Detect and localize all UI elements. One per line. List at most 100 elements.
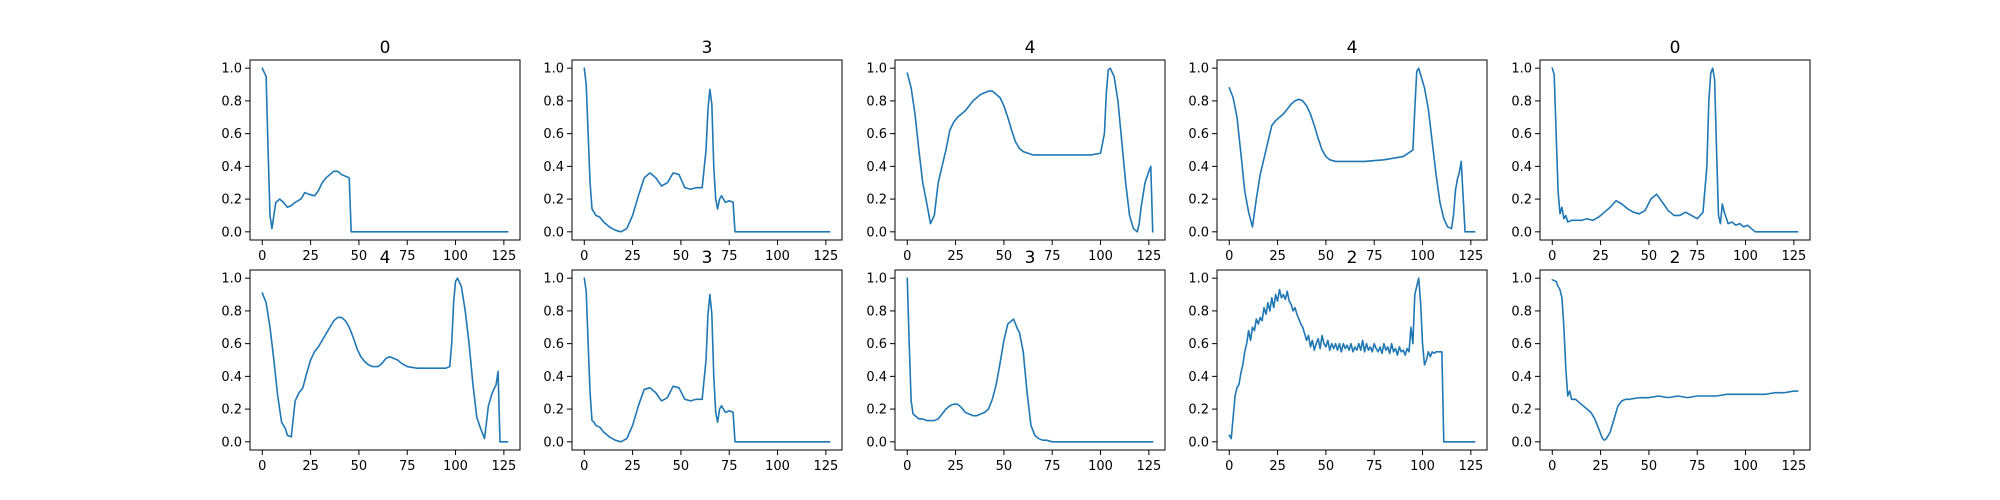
y-tick-label: 0.2	[866, 193, 887, 208]
x-tick-label: 125	[491, 249, 516, 264]
x-tick-label: 25	[302, 459, 319, 474]
x-tick-label: 50	[1318, 459, 1335, 474]
y-tick-label: 0.0	[1511, 225, 1532, 240]
y-tick-label: 0.6	[1511, 127, 1532, 142]
y-tick-label: 0.0	[221, 225, 242, 240]
y-tick-label: 0.4	[543, 370, 564, 385]
subplot-title: 0	[380, 38, 391, 58]
y-tick-label: 0.6	[221, 127, 242, 142]
x-tick-label: 25	[1592, 249, 1609, 264]
x-tick-label: 0	[1225, 249, 1233, 264]
x-tick-label: 50	[351, 459, 368, 474]
y-tick-label: 0.6	[543, 337, 564, 352]
y-tick-label: 0.6	[1511, 337, 1532, 352]
x-tick-label: 75	[1689, 459, 1706, 474]
y-tick-label: 0.0	[866, 435, 887, 450]
x-tick-label: 0	[580, 459, 588, 474]
x-tick-label: 25	[1269, 249, 1286, 264]
y-tick-label: 0.0	[543, 435, 564, 450]
subplot-1: 0 25 50 75 100 125 0.0 0.2 0.4 0.6 0.8 1.0 3	[543, 38, 843, 264]
x-tick-label: 75	[1044, 459, 1061, 474]
y-tick-label: 0.4	[866, 370, 887, 385]
y-tick-label: 0.6	[221, 337, 242, 352]
x-tick-label: 125	[1458, 249, 1483, 264]
y-tick-label: 0.6	[543, 127, 564, 142]
subplot-title: 2	[1670, 248, 1681, 268]
subplot-0: 0 25 50 75 100 125 0.0 0.2 0.4 0.6 0.8 1.0 0	[221, 38, 521, 264]
y-tick-label: 1.0	[221, 272, 242, 287]
y-tick-label: 0.8	[543, 94, 564, 109]
y-tick-label: 1.0	[1188, 272, 1209, 287]
y-tick-label: 0.4	[866, 160, 887, 175]
series-line	[1551, 67, 1799, 233]
x-tick-label: 100	[1088, 249, 1113, 264]
axes-frame	[894, 59, 1166, 241]
x-tick-label: 75	[1366, 249, 1383, 264]
x-tick-label: 50	[673, 249, 690, 264]
x-tick-label: 75	[721, 459, 738, 474]
x-tick-label: 75	[721, 249, 738, 264]
series-line	[583, 67, 831, 233]
y-tick-label: 0.8	[1511, 94, 1532, 109]
y-tick-label: 0.6	[1188, 337, 1209, 352]
y-tick-label: 0.6	[866, 337, 887, 352]
y-tick-label: 0.0	[1188, 435, 1209, 450]
x-tick-label: 0	[903, 459, 911, 474]
x-tick-label: 0	[1548, 459, 1556, 474]
x-tick-label: 125	[1136, 459, 1161, 474]
x-tick-label: 25	[1269, 459, 1286, 474]
subplot-title: 4	[1025, 38, 1036, 58]
y-tick-label: 0.8	[1511, 304, 1532, 319]
x-tick-label: 100	[1410, 459, 1435, 474]
x-tick-label: 25	[624, 249, 641, 264]
y-tick-label: 0.4	[1188, 370, 1209, 385]
y-tick-label: 0.2	[1188, 193, 1209, 208]
y-tick-label: 1.0	[543, 62, 564, 77]
y-tick-label: 0.6	[1188, 127, 1209, 142]
subplot-title: 0	[1670, 38, 1681, 58]
x-tick-label: 25	[947, 249, 964, 264]
axes-frame	[1539, 269, 1811, 451]
y-tick-label: 0.8	[1188, 304, 1209, 319]
subplot-9: 0 25 50 75 100 125 0.0 0.2 0.4 0.6 0.8 1.0 2	[1511, 248, 1811, 474]
subplot-title: 3	[702, 248, 713, 268]
y-tick-label: 0.4	[1511, 160, 1532, 175]
x-tick-label: 125	[1781, 459, 1806, 474]
y-tick-label: 0.4	[1511, 370, 1532, 385]
y-tick-label: 0.8	[543, 304, 564, 319]
axes-frame	[1216, 59, 1488, 241]
y-tick-label: 0.6	[866, 127, 887, 142]
x-tick-label: 75	[1689, 249, 1706, 264]
series-line	[261, 67, 509, 233]
x-tick-label: 50	[996, 459, 1013, 474]
y-tick-label: 0.2	[1511, 193, 1532, 208]
y-tick-label: 0.2	[543, 193, 564, 208]
y-tick-label: 0.0	[1511, 435, 1532, 450]
y-tick-label: 1.0	[543, 272, 564, 287]
subplot-title: 2	[1347, 248, 1358, 268]
subplot-6: 0 25 50 75 100 125 0.0 0.2 0.4 0.6 0.8 1.0 3	[543, 248, 843, 474]
y-tick-label: 0.8	[866, 304, 887, 319]
subplot-title: 4	[380, 248, 391, 268]
x-tick-label: 100	[765, 249, 790, 264]
subplot-3: 0 25 50 75 100 125 0.0 0.2 0.4 0.6 0.8 1.0 4	[1188, 38, 1488, 264]
series-line	[1228, 277, 1476, 443]
subplot-8: 0 25 50 75 100 125 0.0 0.2 0.4 0.6 0.8 1.0 2	[1188, 248, 1488, 474]
subplot-5: 0 25 50 75 100 125 0.0 0.2 0.4 0.6 0.8 1.0 4	[221, 248, 521, 474]
subplot-title: 3	[702, 38, 713, 58]
x-tick-label: 25	[624, 459, 641, 474]
y-tick-label: 1.0	[866, 272, 887, 287]
y-tick-label: 0.4	[543, 160, 564, 175]
subplot-7: 0 25 50 75 100 125 0.0 0.2 0.4 0.6 0.8 1.0 3	[866, 248, 1166, 474]
x-tick-label: 125	[813, 459, 838, 474]
x-tick-label: 50	[1318, 249, 1335, 264]
axes-frame	[249, 59, 521, 241]
axes-frame	[249, 269, 521, 451]
x-tick-label: 25	[1592, 459, 1609, 474]
y-tick-label: 0.8	[1188, 94, 1209, 109]
x-tick-label: 50	[996, 249, 1013, 264]
x-tick-label: 0	[258, 249, 266, 264]
axes-frame	[894, 269, 1166, 451]
x-tick-label: 100	[1088, 459, 1113, 474]
y-tick-label: 0.0	[866, 225, 887, 240]
